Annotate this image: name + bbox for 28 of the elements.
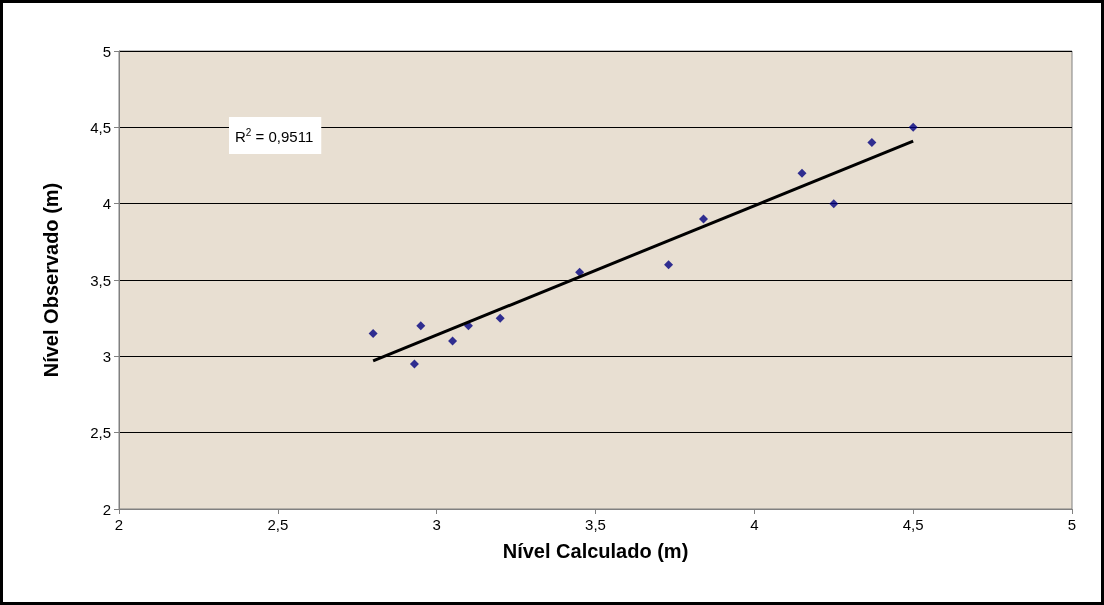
- point: [416, 321, 426, 331]
- point: [368, 328, 378, 338]
- point: [448, 336, 458, 346]
- y-tick-label: 4,5: [90, 118, 111, 136]
- point: [867, 138, 877, 148]
- point: [908, 122, 918, 132]
- y-tick-label: 2,5: [90, 424, 111, 442]
- point: [699, 214, 709, 224]
- y-tick-label: 2: [102, 500, 111, 518]
- point: [575, 267, 585, 277]
- point: [409, 359, 419, 369]
- point: [664, 260, 674, 270]
- y-tick-label: 3,5: [90, 271, 111, 289]
- point: [797, 168, 807, 178]
- y-tick-label: 4: [102, 195, 111, 213]
- x-tick-label: 4,5: [902, 516, 924, 533]
- x-tick-label: 5: [1067, 516, 1077, 533]
- y-tick-label: 5: [102, 42, 111, 60]
- y-axis-title: Nível Observado (m): [40, 182, 62, 378]
- point: [829, 199, 839, 209]
- x-tick-label: 3,5: [585, 516, 606, 533]
- x-tick-label: 2,5: [267, 516, 289, 533]
- y-tick-label: 3: [102, 347, 111, 365]
- x-tick-label: 4: [750, 516, 759, 533]
- x-tick-label: 3: [432, 516, 441, 533]
- x-axis-title: Nível Calculado (m): [502, 540, 689, 562]
- point: [495, 313, 505, 323]
- x-tick-label: 2: [114, 516, 124, 533]
